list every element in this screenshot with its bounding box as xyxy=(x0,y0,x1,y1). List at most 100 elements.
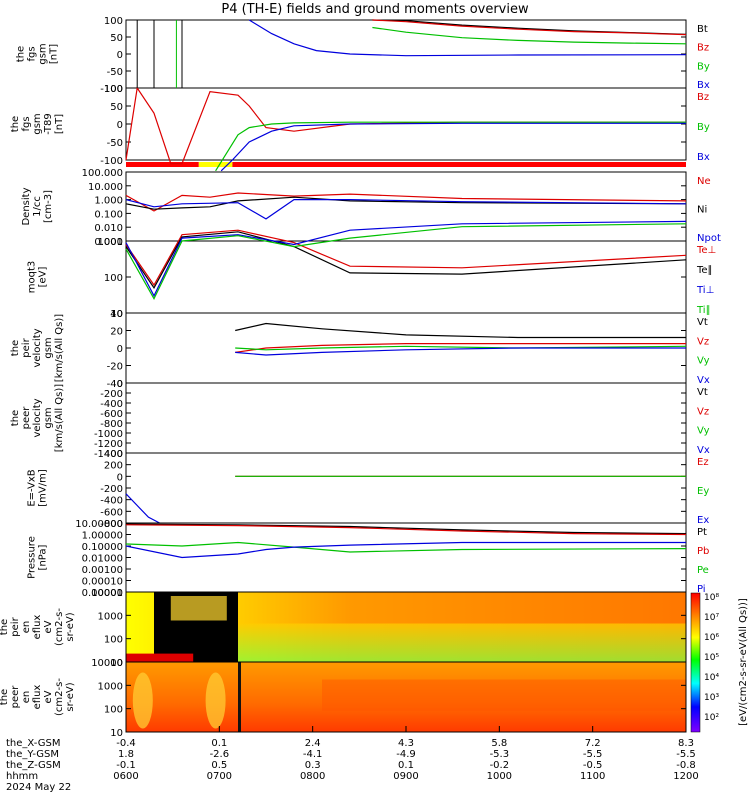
y-tick-label: -100 xyxy=(100,156,123,167)
y-axis-label-line: E=-VxB xyxy=(27,469,38,506)
legend-entry: Vy xyxy=(697,356,710,367)
y-axis-label-line: eV xyxy=(43,690,54,703)
y-axis-label-line: gsm xyxy=(43,407,54,428)
legend-entry: Ti⊥ xyxy=(696,285,714,296)
series-line-Bt xyxy=(372,19,687,35)
y-axis-label: E=-VxB [mV/m] xyxy=(27,469,49,507)
legend-entry: Ey xyxy=(697,486,709,497)
quality-bar-segment xyxy=(232,162,686,167)
y-axis-label-line: peer xyxy=(21,406,32,430)
y-axis-label-line: [cm-3] xyxy=(43,190,54,223)
y-tick-label: 0 xyxy=(117,472,123,483)
x-axis-value: 0900 xyxy=(393,771,418,782)
series-line-Bz xyxy=(372,19,687,36)
colorbar-label: 10⁶ xyxy=(704,633,719,643)
x-axis-row-label: the_Z-GSM xyxy=(6,760,61,771)
colorbar-title-text: [eV/(cm2-s-sr-eV(All Qs))] xyxy=(738,598,749,726)
colorbar-label: 10⁵ xyxy=(704,653,719,663)
y-tick-label: 0 xyxy=(117,379,123,390)
spectrogram-band xyxy=(126,653,194,662)
y-axis-label-line: [km/s(All Qs)] xyxy=(54,314,65,382)
y-axis-label-line: velocity xyxy=(32,398,43,437)
colorbar xyxy=(690,592,701,733)
y-axis-label-line: peer xyxy=(10,685,21,709)
y-axis-label: Pressure [nPa] xyxy=(27,536,49,579)
y-tick-label: -1000 xyxy=(94,429,123,440)
y-tick-label: -800 xyxy=(100,419,123,430)
colorbar-label: 10⁸ xyxy=(704,593,719,603)
x-axis-value: -4.9 xyxy=(396,749,416,760)
y-axis-label: moqt3 [eV] xyxy=(27,261,49,294)
y-axis-label: the peir en eflux eV (cm2-s-sr-eV) xyxy=(0,608,76,646)
y-tick-label: -400 xyxy=(100,496,123,507)
y-tick-label: 10 xyxy=(110,658,123,669)
y-tick-label: 1000 xyxy=(98,681,123,692)
x-axis-value: 7.2 xyxy=(585,738,601,749)
y-axis-label-line: sr-eV) xyxy=(65,612,76,641)
y-tick-label: 50 xyxy=(110,33,123,44)
y-axis-label-line: the xyxy=(16,46,27,62)
y-tick-label: 20 xyxy=(110,327,123,338)
y-axis-label: the peir velocity gsm [km/s(All Qs)] xyxy=(10,314,65,382)
series-line-Ex xyxy=(125,493,160,524)
y-axis-label: the fgs gsm [nT] xyxy=(16,43,60,64)
y-tick-label: 0 xyxy=(117,120,123,131)
quality-bar-segment xyxy=(126,162,199,167)
x-axis-value: -0.4 xyxy=(116,738,136,749)
legend-entry: Ti∥ xyxy=(696,305,711,316)
y-axis-label-line: Pressure xyxy=(27,536,38,579)
series-line-By xyxy=(372,26,687,45)
colorbar-label: 10⁷ xyxy=(704,613,719,623)
panel-temperature: 1000 100 10 moqt3 [eV] Te⊥ Te∥ Ti⊥ Ti∥ xyxy=(27,220,716,320)
y-tick-label: 400 xyxy=(104,449,123,460)
y-tick-label: 0 xyxy=(117,344,123,355)
y-tick-label: 40 xyxy=(110,309,123,320)
x-axis-value: 4.3 xyxy=(398,738,414,749)
legend-entry: Bz xyxy=(697,92,709,103)
y-tick-label: 100 xyxy=(104,705,123,716)
series-line-Bz xyxy=(125,86,686,165)
y-axis-label-line: [nT] xyxy=(49,44,60,64)
y-tick-label: 10000 xyxy=(91,588,123,599)
y-axis-label-line: eflux xyxy=(32,615,43,640)
series-line-Bx xyxy=(248,19,687,57)
y-tick-label: 0.010 xyxy=(94,223,123,234)
y-tick-label: -100 xyxy=(100,84,123,95)
quality-bar-segment xyxy=(198,162,233,167)
y-tick-label: -600 xyxy=(100,409,123,420)
x-axis-value: 0.1 xyxy=(398,760,414,771)
y-axis-label-line: gsm xyxy=(32,113,43,134)
legend-entry: By xyxy=(697,122,710,133)
series-line-Pt xyxy=(125,523,687,535)
y-axis-label-line: peir xyxy=(21,337,32,357)
y-tick-label: -800 xyxy=(100,519,123,530)
panel-frame xyxy=(125,452,687,524)
x-axis-value: 8.3 xyxy=(678,738,694,749)
y-tick-label: -1200 xyxy=(94,439,123,450)
legend-entry: Vz xyxy=(697,406,709,417)
x-axis-value: 1000 xyxy=(487,771,512,782)
y-tick-label: 1000 xyxy=(98,611,123,622)
y-axis-label-line: [nT] xyxy=(54,114,65,134)
legend-entry: Ni xyxy=(697,205,707,216)
y-tick-label: -200 xyxy=(100,484,123,495)
y-tick-label: 0.00100 xyxy=(82,565,123,576)
panel-peir-eflux: 10000 1000 100 10 the peir en eflux eV (cm2-s-sr-… xyxy=(0,588,687,669)
legend-entry: Bt xyxy=(697,24,708,35)
legend-entry: Vx xyxy=(697,445,710,456)
legend-entry: Te∥ xyxy=(696,265,713,276)
y-tick-label: 100 xyxy=(104,273,123,284)
legend-entry: Bx xyxy=(697,80,710,91)
y-axis-label-line: [eV] xyxy=(38,267,49,288)
y-tick-label: -600 xyxy=(100,507,123,518)
series-line-Bx xyxy=(220,122,686,172)
x-axis-value: -5.3 xyxy=(490,749,510,760)
panel-density: 100.000 10.000 1.000 0.100 0.010 0.001 Density… xyxy=(21,168,721,248)
x-axis-value: 0700 xyxy=(207,771,232,782)
panel-pe-velocity: 40 20 0 -20 -40 the peir velocity gsm [km/s(All Q… xyxy=(10,309,710,390)
y-tick-label: 10 xyxy=(110,728,123,739)
panel-frame xyxy=(125,382,687,454)
y-tick-label: -20 xyxy=(107,362,123,373)
